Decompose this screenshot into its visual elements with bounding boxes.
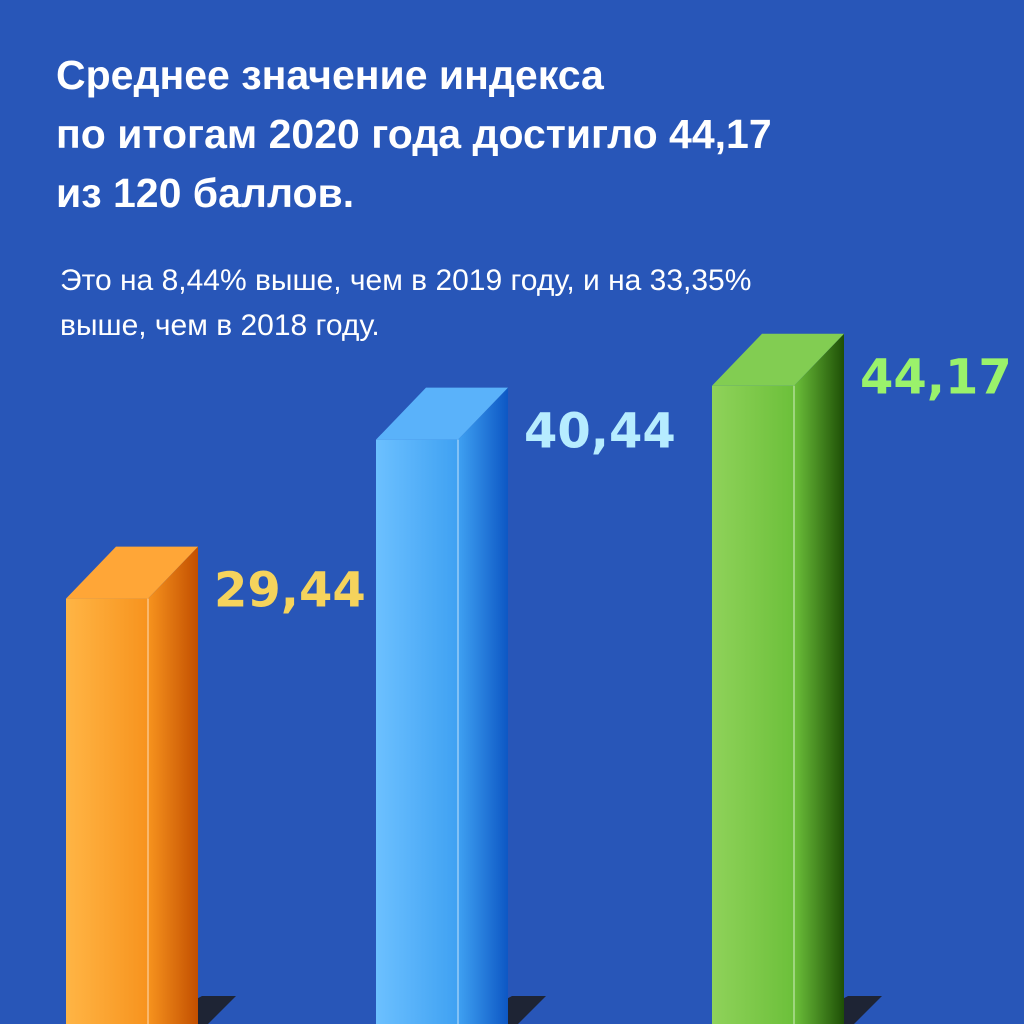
bar-2: 44,17 bbox=[712, 333, 1012, 1024]
page-title: Среднее значение индекса по итогам 2020 … bbox=[56, 46, 956, 223]
title-line-3: из 120 баллов. bbox=[56, 170, 355, 216]
bar-side-face bbox=[458, 387, 508, 1024]
bar-top-face bbox=[376, 387, 508, 440]
bars-layer: 29,44 40,44 44,17 bbox=[66, 333, 1012, 1024]
title-line-2: по итогам 2020 года достигло 44,17 bbox=[56, 111, 772, 157]
bar-value-label: 40,44 bbox=[524, 404, 676, 460]
bar-front-face bbox=[66, 598, 148, 1024]
bar-value-label: 44,17 bbox=[860, 350, 1012, 406]
bar-top-face bbox=[712, 333, 844, 386]
bar-front-face bbox=[712, 385, 794, 1024]
title-line-1: Среднее значение индекса bbox=[56, 52, 604, 98]
bar-front-face bbox=[376, 439, 458, 1024]
bar-value-label: 29,44 bbox=[214, 563, 366, 619]
bar-0: 29,44 bbox=[66, 546, 366, 1024]
bar-1: 40,44 bbox=[376, 387, 676, 1024]
subtitle-line-2: выше, чем в 2018 году. bbox=[60, 309, 380, 342]
page-subtitle: Это на 8,44% выше, чем в 2019 году, и на… bbox=[60, 258, 960, 348]
bar-side-face bbox=[148, 546, 198, 1024]
bar-top-face bbox=[66, 546, 198, 599]
bar-side-face bbox=[794, 333, 844, 1024]
subtitle-line-1: Это на 8,44% выше, чем в 2019 году, и на… bbox=[60, 264, 752, 297]
